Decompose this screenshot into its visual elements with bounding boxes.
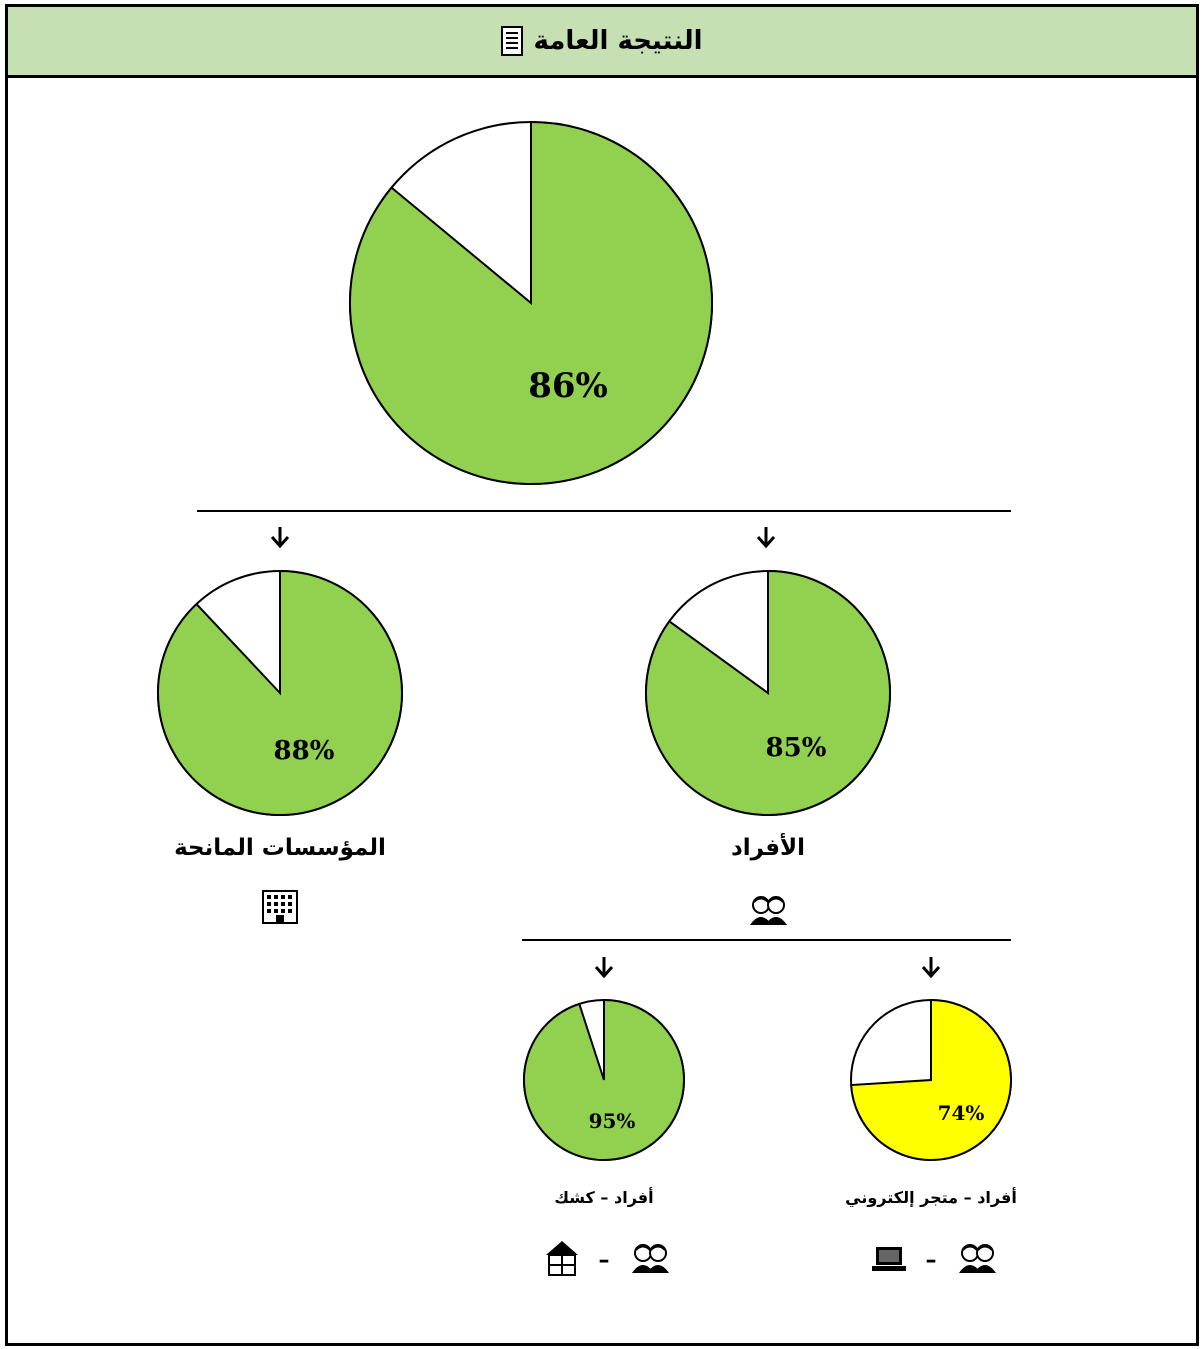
- result-panel: النتيجة العامة 86% 88% 85% 95% 74% المؤسسات …: [5, 4, 1199, 1346]
- pie-slice-individuals-kiosk: [523, 998, 685, 1161]
- pie-value-label-individuals-kiosk: 95%: [589, 1109, 636, 1133]
- pie-individuals-kiosk: 95%: [523, 998, 685, 1161]
- arrow-to-institutions: [270, 527, 290, 549]
- pie-category-label-individuals-eshop: أفراد – متجر إلكتروني: [845, 1187, 1017, 1208]
- pie-value-label-institutions: 88%: [274, 736, 335, 766]
- pie-value-label-individuals-eshop: 74%: [938, 1101, 985, 1125]
- pie-category-label-individuals: الأفراد: [731, 832, 805, 861]
- results-tree-chart: 86% 88% 85% 95% 74% المؤسسات المانحة الأفراد أ…: [157, 120, 1017, 1276]
- document-icon: [501, 26, 524, 56]
- people-icon: [632, 1244, 669, 1273]
- pie-institutions: 88%: [157, 569, 403, 816]
- pie-category-label-individuals-kiosk: أفراد – كشك: [554, 1187, 653, 1207]
- page-title: النتيجة العامة: [533, 26, 703, 56]
- icon-separator-individuals-eshop: –: [926, 1248, 937, 1273]
- pie-slice-overall: [349, 120, 713, 485]
- pie-overall: 86%: [349, 120, 713, 485]
- pie-category-label-institutions: المؤسسات المانحة: [174, 835, 386, 861]
- icon-separator-individuals-kiosk: –: [599, 1248, 610, 1273]
- kiosk-icon: [546, 1241, 578, 1276]
- pie-slice-institutions: [157, 569, 403, 816]
- pie-individuals: 85%: [645, 569, 891, 816]
- arrow-to-individuals: [756, 527, 776, 549]
- arrow-to-kiosk: [594, 957, 614, 979]
- pie-individuals-eshop: 74%: [850, 998, 1012, 1161]
- laptop-icon: [872, 1247, 906, 1271]
- pie-value-label-overall: 86%: [528, 366, 608, 406]
- people-icon: [959, 1244, 996, 1273]
- pie-slice-individuals: [645, 569, 891, 816]
- header-bar: النتيجة العامة: [8, 7, 1196, 78]
- pie-slice-individuals-eshop: [850, 998, 1012, 1161]
- pie-value-label-individuals: 85%: [766, 733, 827, 763]
- building-icon: [262, 890, 298, 924]
- arrow-to-eshop: [921, 957, 941, 979]
- people-icon: [750, 896, 787, 925]
